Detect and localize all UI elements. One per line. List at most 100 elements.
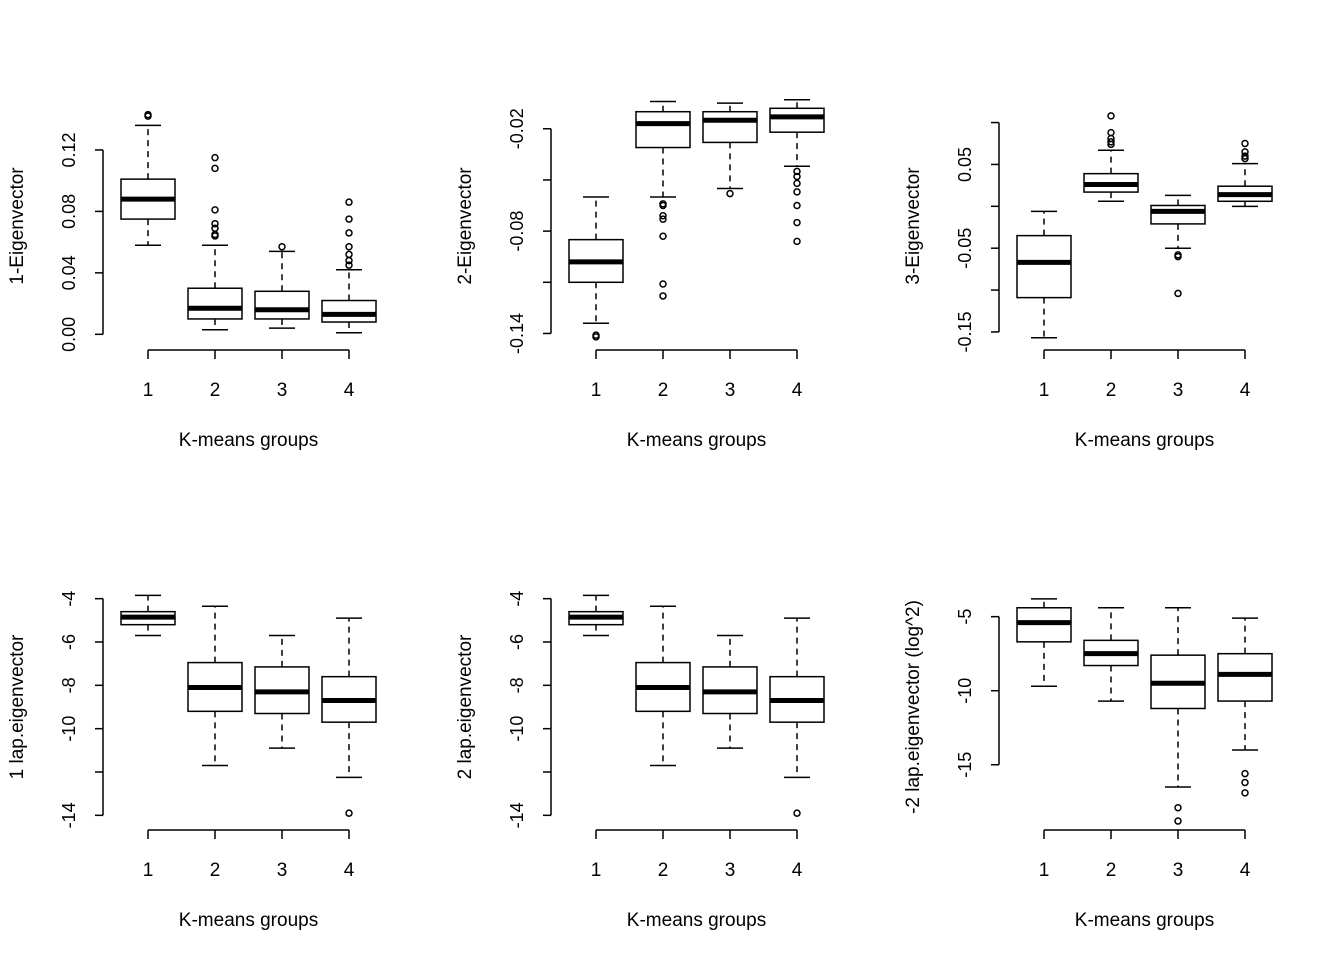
- box-group-2: [635, 605, 691, 767]
- boxplot-panel-4: -14 -10 -8 -6 -4 1 lap.eigenvector 1 2 3 4 K-means…: [7, 591, 377, 931]
- x-tick-label: 4: [1240, 380, 1251, 401]
- iqr-box: [321, 299, 377, 323]
- box-group-3: [1150, 194, 1206, 298]
- outlier-point: [144, 110, 152, 119]
- box-group-4: [1217, 139, 1273, 208]
- outlier-point: [1174, 252, 1182, 261]
- outlier-point: [793, 201, 801, 210]
- iqr-box: [1150, 204, 1206, 225]
- y-tick-label: -0.15: [955, 311, 975, 352]
- outlier-point: [211, 206, 219, 214]
- outlier-point: [793, 172, 801, 181]
- outlier-point: [726, 189, 734, 198]
- y-tick-label: 0.08: [59, 194, 79, 229]
- outlier-point: [345, 215, 353, 223]
- iqr-box: [702, 110, 758, 144]
- x-tick-label: 3: [725, 860, 736, 881]
- box-group-3: [254, 242, 310, 329]
- box-group-3: [702, 634, 758, 749]
- x-axis-label: K-means groups: [179, 910, 318, 931]
- x-tick-label: 2: [658, 380, 669, 401]
- iqr-box: [1217, 652, 1273, 702]
- outlier-point: [659, 215, 667, 223]
- y-tick-label: -5: [955, 609, 975, 625]
- y-axis-label: 1-Eigenvector: [7, 167, 28, 285]
- x-axis-label: K-means groups: [179, 430, 318, 451]
- y-tick-label: -10: [955, 678, 975, 704]
- x-tick-label: 2: [1106, 380, 1117, 401]
- outlier-point: [659, 232, 667, 240]
- box-group-1: [568, 594, 624, 637]
- boxplot-panel-3: -0.15 -0.05 0.05 3-Eigenvector 1 2 3 4 K-means g…: [903, 112, 1273, 451]
- box-group-2: [187, 153, 243, 331]
- x-tick-label: 2: [210, 380, 221, 401]
- y-tick-label: 0.05: [955, 147, 975, 182]
- y-axis: -14 -10 -8 -6 -4: [59, 591, 104, 828]
- x-tick-label: 3: [1173, 860, 1184, 881]
- outlier-point: [659, 201, 667, 210]
- outlier-point: [1107, 128, 1115, 137]
- y-tick-label: -6: [507, 634, 527, 650]
- outlier-point: [345, 261, 353, 269]
- iqr-box: [254, 290, 310, 320]
- outlier-point: [659, 280, 667, 288]
- outlier-point: [1107, 138, 1115, 146]
- x-axis: 1 2 3 4: [143, 349, 355, 401]
- outlier-point: [211, 224, 219, 233]
- x-tick-label: 3: [1173, 380, 1184, 401]
- outlier-point: [793, 809, 801, 817]
- x-tick-label: 4: [344, 380, 355, 401]
- outlier-point: [1107, 112, 1115, 120]
- y-tick-label: 0.04: [59, 255, 79, 290]
- x-axis: 1 2 3 4: [1039, 829, 1251, 881]
- x-axis: 1 2 3 4: [591, 349, 803, 401]
- outlier-point: [793, 237, 801, 246]
- iqr-box: [187, 287, 243, 320]
- y-tick-label: 0.12: [59, 132, 79, 167]
- box-group-4: [769, 617, 825, 817]
- outlier-point: [793, 218, 801, 227]
- x-tick-label: 4: [792, 860, 803, 881]
- y-axis-label: 3-Eigenvector: [903, 167, 924, 285]
- y-tick-label: -0.14: [507, 313, 527, 354]
- x-tick-label: 1: [1039, 380, 1050, 401]
- y-axis-label: 2-Eigenvector: [455, 167, 476, 285]
- x-tick-label: 3: [277, 860, 288, 881]
- y-tick-label: -15: [955, 752, 975, 778]
- outlier-point: [1174, 803, 1182, 812]
- y-axis: -15 -10 -5: [955, 609, 1000, 778]
- iqr-box: [1016, 234, 1072, 299]
- outlier-point: [1241, 139, 1249, 148]
- outlier-point: [345, 809, 353, 817]
- box-group-4: [769, 99, 825, 246]
- y-axis: -14 -10 -8 -6 -4: [507, 591, 552, 828]
- y-axis: -0.15 -0.05 0.05: [955, 121, 1000, 352]
- y-tick-label: -10: [59, 716, 79, 742]
- x-axis: 1 2 3 4: [591, 829, 803, 881]
- iqr-box: [769, 107, 825, 133]
- y-tick-label: -14: [507, 802, 527, 828]
- y-tick-label: -4: [507, 591, 527, 607]
- outlier-point: [793, 167, 801, 176]
- box-group-2: [1083, 112, 1139, 203]
- x-axis-label: K-means groups: [627, 910, 766, 931]
- box-group-2: [635, 100, 691, 300]
- box-group-1: [568, 196, 624, 341]
- x-axis-label: K-means groups: [1075, 910, 1214, 931]
- x-tick-label: 3: [725, 380, 736, 401]
- outlier-point: [1241, 148, 1249, 156]
- boxplot-panel-2: -0.14 -0.08 -0.02 2-Eigenvector 1 2 3 4 K-means …: [455, 99, 825, 451]
- box-group-1: [120, 110, 176, 246]
- y-tick-label: -8: [59, 677, 79, 693]
- outlier-point: [1241, 778, 1249, 787]
- x-axis: 1 2 3 4: [143, 829, 355, 881]
- outlier-point: [345, 242, 353, 251]
- box-group-2: [1083, 607, 1139, 702]
- y-axis-label: 1 lap.eigenvector: [7, 634, 28, 779]
- x-tick-label: 4: [792, 380, 803, 401]
- x-tick-label: 1: [143, 860, 154, 881]
- outlier-point: [592, 333, 600, 341]
- y-tick-label: 0.00: [59, 317, 79, 352]
- y-axis-label: 2 lap.eigenvector: [455, 634, 476, 779]
